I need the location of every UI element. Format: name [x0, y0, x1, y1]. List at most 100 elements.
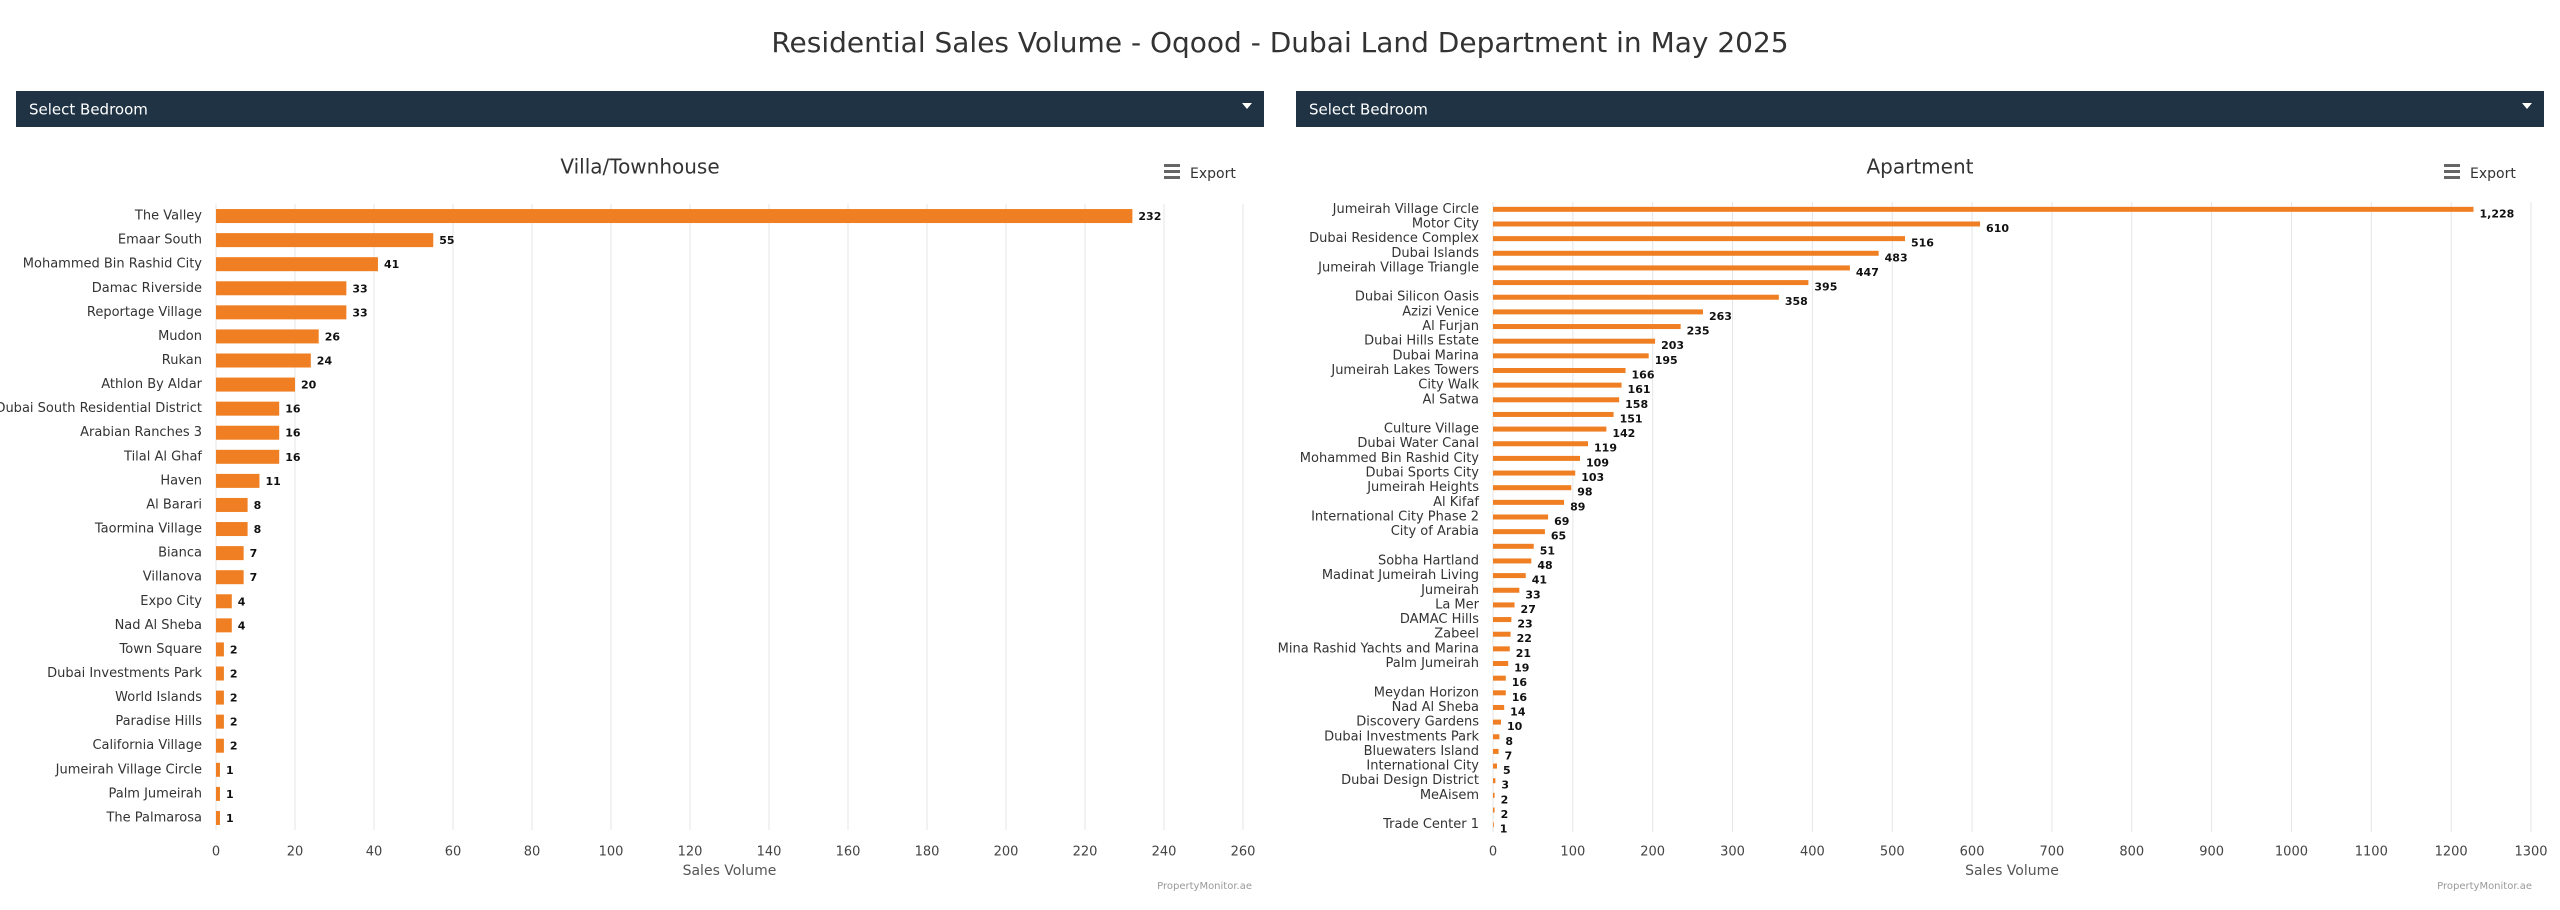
bar: [1493, 529, 1545, 535]
y-tick-label: MeAisem: [1420, 788, 1479, 803]
export-button[interactable]: Export: [1190, 166, 1236, 182]
export-icon: [1164, 164, 1180, 167]
dropdown[interactable]: [1296, 91, 2544, 127]
y-tick-label: Jumeirah: [1420, 583, 1479, 598]
bar: [1493, 250, 1879, 256]
x-tick-label: 1200: [2435, 845, 2468, 860]
y-tick-label: Zabeel: [1434, 627, 1479, 642]
data-label: 2: [1501, 793, 1509, 806]
data-label: 10: [1507, 720, 1523, 733]
bar: [1493, 778, 1496, 784]
data-label: 358: [1785, 295, 1808, 308]
data-label: 33: [1525, 588, 1540, 601]
x-tick-label: 0: [212, 845, 220, 860]
y-tick-label: Taormina Village: [94, 522, 202, 537]
dropdown[interactable]: [16, 91, 1264, 127]
x-tick-label: 260: [1231, 845, 1256, 860]
y-tick-label: La Mer: [1435, 597, 1480, 612]
x-tick-label: 20: [287, 845, 304, 860]
data-label: 16: [1512, 691, 1528, 704]
data-label: 395: [1814, 281, 1837, 294]
export-button[interactable]: Export: [2470, 166, 2516, 182]
data-label: 8: [254, 499, 262, 512]
x-axis-label: Sales Volume: [1965, 863, 2059, 879]
y-tick-label: Dubai Silicon Oasis: [1355, 290, 1479, 305]
bar: [1493, 455, 1581, 461]
x-tick-label: 700: [2040, 845, 2065, 860]
x-tick-label: 500: [1880, 845, 1905, 860]
y-tick-label: Dubai Design District: [1341, 773, 1479, 788]
y-tick-label: The Valley: [134, 209, 202, 224]
data-label: 1: [226, 788, 234, 801]
bar: [1493, 675, 1506, 681]
y-tick-label: The Palmarosa: [105, 810, 202, 825]
bar: [216, 570, 244, 585]
y-tick-label: Nad Al Sheba: [1392, 700, 1479, 715]
y-tick-label: Al Kifaf: [1433, 495, 1479, 510]
x-tick-label: 180: [915, 845, 940, 860]
bar: [216, 762, 220, 777]
y-tick-label: Trade Center 1: [1382, 817, 1479, 832]
bar: [216, 546, 244, 561]
bar: [216, 473, 260, 488]
data-label: 119: [1594, 442, 1617, 455]
bar: [1493, 587, 1520, 593]
data-label: 24: [317, 355, 333, 368]
y-tick-label: City of Arabia: [1391, 524, 1479, 539]
data-label: 7: [250, 547, 258, 560]
y-tick-label: World Islands: [115, 690, 202, 705]
dropdown-arrow: [2522, 103, 2532, 109]
data-label: 2: [1501, 808, 1509, 821]
data-label: 48: [1537, 559, 1552, 572]
x-tick-label: 900: [2199, 845, 2224, 860]
data-label: 22: [1517, 632, 1532, 645]
y-tick-label: Palm Jumeirah: [1385, 656, 1479, 671]
x-tick-label: 100: [599, 845, 624, 860]
y-tick-label: Al Barari: [146, 497, 202, 512]
data-label: 195: [1655, 354, 1678, 367]
data-label: 51: [1540, 544, 1555, 557]
data-label: 232: [1138, 210, 1161, 223]
bar: [216, 353, 311, 368]
bar: [216, 618, 232, 633]
data-label: 33: [352, 306, 367, 319]
y-tick-label: Dubai Investments Park: [47, 666, 202, 681]
data-label: 2: [230, 716, 238, 729]
bar: [216, 666, 224, 681]
bar: [1493, 221, 1981, 227]
data-label: 27: [1521, 603, 1536, 616]
y-tick-label: Azizi Venice: [1402, 304, 1479, 319]
data-label: 11: [265, 475, 280, 488]
x-axis-label: Sales Volume: [683, 863, 777, 879]
bar: [1493, 353, 1649, 359]
bar: [1493, 792, 1495, 798]
y-tick-label: Jumeirah Lakes Towers: [1330, 363, 1479, 378]
credit: PropertyMonitor.ae: [1157, 881, 1252, 892]
x-tick-label: 120: [678, 845, 703, 860]
y-tick-label: Arabian Ranches 3: [80, 425, 202, 440]
bar: [1493, 236, 1906, 242]
y-tick-label: Paradise Hills: [115, 714, 202, 729]
bar: [1493, 294, 1779, 300]
bar: [216, 642, 224, 657]
y-tick-label: Bianca: [158, 546, 202, 561]
bar: [1493, 397, 1620, 403]
y-tick-label: Rukan: [162, 353, 202, 368]
data-label: 610: [1986, 222, 2009, 235]
bar: [216, 233, 434, 248]
data-label: 8: [1505, 735, 1513, 748]
bar: [216, 281, 347, 296]
y-tick-label: Mohammed Bin Rashid City: [23, 257, 202, 272]
y-tick-label: Damac Riverside: [92, 281, 202, 296]
data-label: 3: [1501, 779, 1509, 792]
y-tick-label: Haven: [160, 473, 202, 488]
data-label: 235: [1687, 325, 1710, 338]
data-label: 2: [230, 740, 238, 753]
y-tick-label: City Walk: [1418, 378, 1479, 393]
data-label: 263: [1709, 310, 1732, 323]
data-label: 14: [1510, 705, 1526, 718]
y-tick-label: California Village: [92, 738, 202, 753]
data-label: 23: [1517, 618, 1532, 631]
y-tick-label: Jumeirah Heights: [1366, 480, 1479, 495]
bar: [1493, 499, 1565, 505]
